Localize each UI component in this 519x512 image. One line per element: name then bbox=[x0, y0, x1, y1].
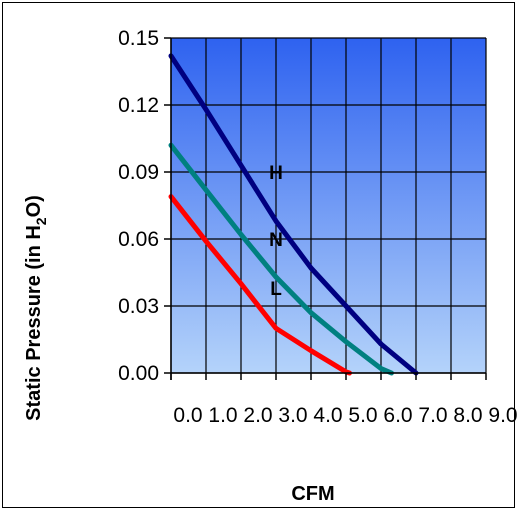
axes bbox=[164, 37, 487, 380]
y-tick-label: 0.03 bbox=[118, 295, 159, 318]
series-line-n bbox=[168, 142, 394, 376]
x-tick-label: 6.0 bbox=[383, 404, 412, 427]
series-label-l: L bbox=[270, 279, 282, 300]
x-tick-label: 5.0 bbox=[348, 404, 377, 427]
x-tick-label: 8.0 bbox=[453, 404, 482, 427]
x-tick-label: 7.0 bbox=[418, 404, 447, 427]
x-tick-label: 3.0 bbox=[278, 404, 307, 427]
series-line-h bbox=[168, 53, 419, 376]
series-line-l bbox=[168, 194, 352, 376]
y-axis-title-end: O) bbox=[23, 195, 45, 217]
series-group bbox=[168, 53, 419, 376]
y-tick-label: 0.00 bbox=[118, 362, 159, 385]
x-axis-title: CFM bbox=[291, 483, 334, 505]
y-tick-label: 0.09 bbox=[118, 161, 159, 184]
plot-area bbox=[171, 38, 486, 373]
x-tick-label: 9.0 bbox=[488, 404, 517, 427]
series-label-h: H bbox=[269, 163, 283, 184]
x-tick-label: 2.0 bbox=[243, 404, 272, 427]
labels: 0.00 0.03 0.06 0.09 0.12 0.15 0.0 1.0 2.0 3.0 4.0 5… bbox=[118, 27, 517, 427]
x-tick-label: 4.0 bbox=[313, 404, 342, 427]
y-tick-label: 0.15 bbox=[118, 27, 159, 50]
y-axis-title: Static Pressure (in H2O) bbox=[23, 195, 49, 421]
y-tick-label: 0.12 bbox=[118, 94, 159, 117]
x-tick-label: 1.0 bbox=[208, 404, 237, 427]
x-tick-label: 0.0 bbox=[173, 404, 202, 427]
y-tick-label: 0.06 bbox=[118, 228, 159, 251]
series-label-n: N bbox=[269, 230, 283, 251]
y-axis-title-sub: 2 bbox=[33, 217, 49, 225]
y-axis-title-main: Static Pressure (in H bbox=[23, 225, 45, 421]
